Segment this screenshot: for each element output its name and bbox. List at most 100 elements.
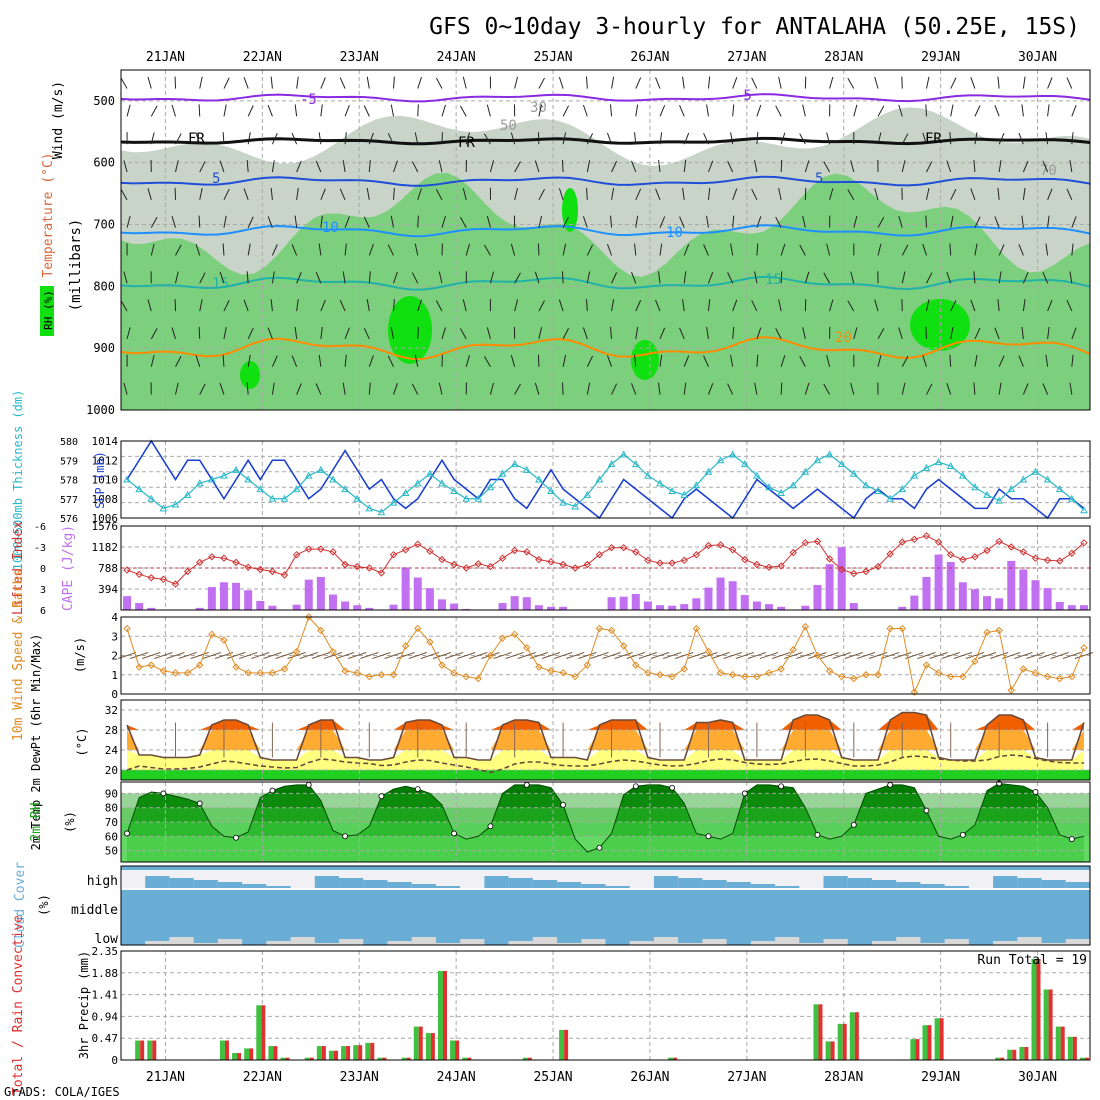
li-marker — [825, 555, 834, 563]
slp-line — [126, 439, 1085, 520]
precip-total-bar — [232, 1053, 238, 1060]
precip-convective-bar — [1060, 1026, 1065, 1060]
precip-total-bar — [813, 1004, 819, 1060]
wind-barb — [199, 76, 203, 89]
cloud-high-bar — [314, 876, 340, 888]
thickness-marker — [874, 487, 882, 495]
slp-tick: 1010 — [92, 474, 119, 487]
wind10m-marker — [595, 624, 604, 633]
wind-barb — [802, 215, 806, 228]
temp2m-tick: 24 — [105, 744, 119, 757]
slp-ylabel: SLP (mb) — [93, 451, 107, 509]
contour-label: 20 — [835, 330, 852, 346]
wind-barb — [562, 354, 567, 367]
temp2m-ylabel: 2m Temp 2m DewPt (6hr Min/Max) — [29, 634, 43, 851]
precip-total-bar — [353, 1045, 359, 1060]
wind10m-marker — [292, 647, 301, 656]
cape-bar — [898, 606, 907, 610]
wind10m-units: (m/s) — [73, 637, 87, 673]
precip-convective-bar — [1048, 989, 1053, 1060]
precip-total-bar — [559, 1029, 565, 1060]
wind-barb — [387, 244, 394, 256]
wind10m-marker — [377, 671, 386, 679]
cloud-cover-panel: high middle low Cloud Cover (%) — [13, 862, 1091, 948]
wind-barb — [754, 271, 758, 284]
wind10m-marker — [922, 661, 931, 669]
wind-barb — [294, 104, 298, 117]
wind-barb — [368, 271, 371, 284]
wind-barb — [997, 187, 1000, 200]
wind-barb — [751, 188, 758, 201]
rh2m-marker — [196, 800, 203, 807]
li-marker — [317, 545, 325, 553]
contour-label: 15 — [212, 276, 229, 292]
wind-barb — [679, 105, 685, 117]
wind-barb — [393, 187, 395, 200]
wind-barb — [682, 76, 685, 89]
cloud-low-bar — [629, 941, 654, 945]
wind-barb — [950, 215, 954, 228]
wind-barb — [390, 104, 395, 117]
rh2m-marker — [923, 807, 930, 814]
wind-barb — [946, 160, 952, 173]
wind-barb — [296, 299, 299, 312]
contour-label: -5 — [300, 92, 317, 108]
wind10m-marker — [934, 669, 943, 677]
contour-label: 15 — [765, 272, 782, 288]
wind10m-marker — [753, 672, 761, 681]
thickness-marker — [1019, 475, 1028, 483]
wind-barb — [826, 132, 831, 145]
wind10m-marker — [959, 672, 967, 681]
thickness-marker — [535, 475, 543, 483]
cloud-high-bar — [169, 878, 194, 888]
wind-barb — [291, 132, 298, 145]
contour-label: 5 — [815, 171, 823, 187]
wind-barb — [655, 299, 661, 312]
bottom-day-label: 26JAN — [630, 1070, 669, 1085]
wind-barb — [582, 216, 588, 228]
wind10m-barb — [335, 652, 355, 659]
wind-barb — [659, 354, 663, 367]
wind10m-marker — [1007, 686, 1015, 694]
cape-bar — [970, 589, 979, 610]
li-tick: -6 — [34, 522, 46, 533]
li-marker — [1080, 539, 1088, 547]
top-day-label: 27JAN — [727, 50, 766, 65]
li-marker — [898, 538, 906, 546]
thickness-tick: 579 — [60, 456, 78, 467]
wind-barb — [271, 160, 275, 173]
wind10m-barb — [287, 652, 306, 659]
wind-barb — [538, 188, 545, 201]
wind-barb — [344, 327, 350, 340]
wind-barb — [1047, 77, 1053, 89]
wind10m-marker — [1056, 674, 1064, 683]
wind10m-barb — [372, 652, 391, 659]
cloud-low-bar — [920, 943, 945, 945]
temp2m-tick: 20 — [105, 764, 118, 777]
wind-barb — [368, 132, 374, 145]
cloud-low-bar — [1041, 943, 1066, 945]
wind-barb — [898, 216, 903, 228]
wind-barb — [320, 77, 326, 89]
rh2m-marker — [269, 787, 276, 794]
cloud-low-bar — [145, 941, 170, 945]
cloud-high-bar — [993, 876, 1018, 888]
pressure-tick: 600 — [93, 156, 115, 170]
wind-barb — [320, 215, 323, 228]
wind10m-barb — [893, 652, 912, 659]
wind-barb — [393, 76, 395, 89]
wind-barb — [1066, 299, 1073, 312]
cloud-low-bar — [775, 937, 800, 945]
wind-barb — [946, 383, 952, 395]
wind-barb — [342, 382, 346, 395]
wind10m-marker — [123, 624, 131, 633]
wind10m-barb — [1026, 652, 1045, 659]
wind-barb — [754, 160, 758, 173]
wind10m-barb — [505, 652, 524, 659]
wind10m-barb — [517, 652, 536, 659]
wind-barb — [315, 160, 322, 173]
wind-barb — [970, 77, 976, 89]
wind-barb — [658, 160, 661, 173]
